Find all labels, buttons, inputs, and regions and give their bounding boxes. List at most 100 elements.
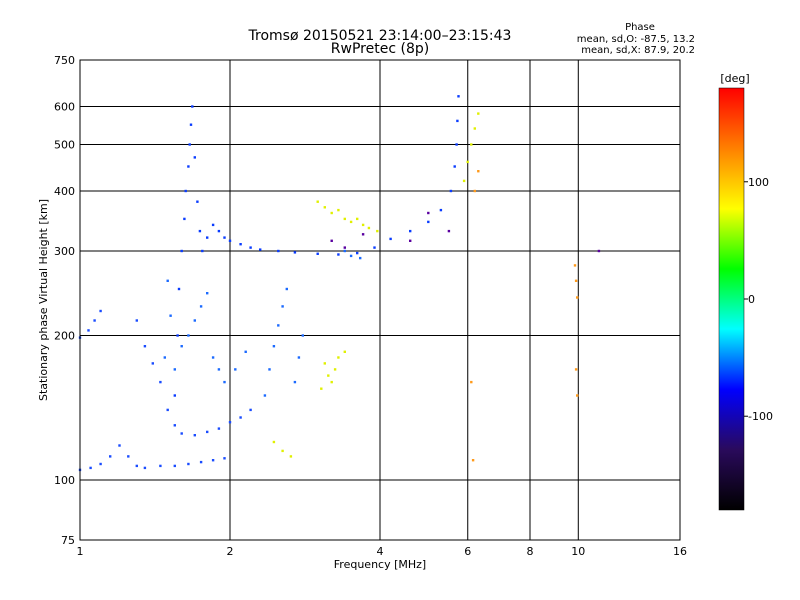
data-point <box>447 229 451 233</box>
data-point <box>187 334 190 337</box>
data-point <box>159 380 162 384</box>
data-point <box>151 362 154 365</box>
data-point <box>277 324 280 327</box>
data-point <box>272 440 276 444</box>
data-point <box>163 356 166 359</box>
data-point <box>361 233 365 236</box>
data-point <box>316 200 319 203</box>
data-point <box>211 459 215 462</box>
data-point <box>118 444 121 447</box>
data-point <box>263 394 267 397</box>
data-point <box>471 459 475 462</box>
data-point <box>234 368 237 371</box>
data-point <box>272 345 276 348</box>
chart-title: Tromsø 20150521 23:14:00–23:15:43 <box>248 28 512 44</box>
data-point <box>427 211 430 215</box>
y-tick-label: 300 <box>54 245 75 258</box>
data-point <box>323 362 326 365</box>
data-point <box>574 279 578 282</box>
data-point <box>196 200 199 203</box>
data-point <box>277 249 280 253</box>
data-point <box>249 246 252 249</box>
data-point <box>199 305 203 308</box>
x-tick-label: 6 <box>464 545 471 558</box>
x-tick-label: 4 <box>377 545 384 558</box>
data-point <box>297 356 301 359</box>
data-point <box>201 249 204 253</box>
data-point <box>456 119 459 123</box>
data-point <box>473 127 476 130</box>
data-point <box>356 251 359 255</box>
data-point <box>349 254 353 258</box>
data-point <box>455 143 458 146</box>
data-point <box>333 368 337 371</box>
data-point <box>87 329 90 332</box>
data-point <box>367 226 371 230</box>
data-point <box>409 239 412 242</box>
data-point <box>217 427 221 430</box>
data-point <box>337 208 340 212</box>
y-tick-label: 500 <box>54 139 75 152</box>
data-point <box>239 416 242 419</box>
data-point <box>597 249 601 253</box>
phase-stats-o: mean, sd,O: -87.5, 13.2 <box>577 34 695 45</box>
data-point <box>356 217 359 221</box>
data-point <box>180 345 183 348</box>
data-point <box>249 408 252 412</box>
y-tick-label: 200 <box>54 330 75 343</box>
y-tick-label: 400 <box>54 185 75 198</box>
data-point <box>177 287 181 291</box>
data-point <box>343 246 346 249</box>
data-point <box>259 248 262 251</box>
x-tick-label: 16 <box>673 545 687 558</box>
data-point <box>376 229 379 233</box>
data-point <box>135 464 138 468</box>
y-tick-label: 75 <box>61 534 75 547</box>
data-point <box>223 380 226 384</box>
data-point <box>206 236 209 239</box>
data-point <box>169 314 172 317</box>
x-axis-ticks: 1 2 4 6 8 10 16 <box>77 545 688 558</box>
data-point <box>343 350 346 353</box>
y-tick-label: 600 <box>54 101 75 114</box>
data-point <box>466 160 469 164</box>
data-point <box>349 220 353 224</box>
plot-grid <box>80 60 680 540</box>
data-point <box>127 455 130 458</box>
data-point <box>143 345 147 348</box>
chart-subtitle: RwPretec (8p) <box>331 41 429 57</box>
phase-heading: Phase <box>625 22 655 33</box>
data-point <box>176 334 179 337</box>
data-point <box>135 319 138 322</box>
data-point <box>184 189 187 193</box>
phase-stats-x: mean, sd,X: 87.9, 20.2 <box>581 45 695 56</box>
data-point <box>281 449 284 453</box>
data-point <box>173 464 176 468</box>
data-point <box>477 170 480 173</box>
data-point <box>217 229 221 233</box>
data-point <box>206 292 209 295</box>
y-axis-label: Stationary phase Virtual Height [km] <box>37 199 50 401</box>
data-point <box>199 460 203 464</box>
data-point <box>173 424 176 427</box>
data-point <box>159 464 162 468</box>
data-point <box>173 368 176 371</box>
data-point <box>361 223 365 227</box>
data-point <box>457 95 460 98</box>
data-point <box>166 279 169 282</box>
data-point <box>337 356 340 359</box>
data-point <box>99 309 102 313</box>
data-point <box>327 374 330 377</box>
data-point <box>576 296 579 299</box>
colorbar <box>718 87 745 511</box>
data-point <box>470 143 473 146</box>
data-point <box>187 165 190 168</box>
data-point <box>470 380 473 384</box>
data-point <box>330 239 333 242</box>
data-point <box>285 287 288 291</box>
plot-frame <box>79 59 681 541</box>
data-point <box>211 356 215 359</box>
data-point <box>193 434 196 437</box>
data-point <box>359 256 362 260</box>
